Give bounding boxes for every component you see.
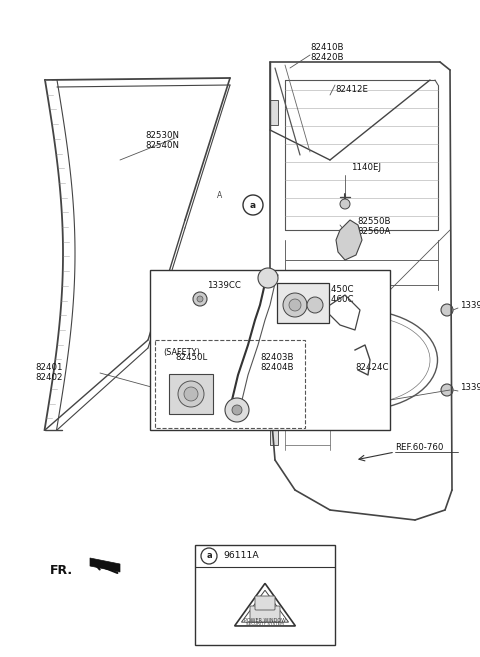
Text: 1339CC: 1339CC (460, 384, 480, 392)
Text: 82402: 82402 (35, 373, 62, 382)
Bar (270, 100, 278, 125)
Text: A: A (217, 191, 223, 200)
FancyBboxPatch shape (169, 374, 213, 414)
Text: FR.: FR. (50, 564, 73, 576)
Text: (SAFETY): (SAFETY) (163, 348, 200, 357)
Circle shape (307, 297, 323, 313)
Text: 82420B: 82420B (310, 53, 344, 62)
Polygon shape (90, 558, 120, 572)
Text: 82412E: 82412E (335, 85, 368, 95)
Text: 82530N: 82530N (145, 131, 179, 141)
Circle shape (243, 195, 263, 215)
Circle shape (193, 292, 207, 306)
Circle shape (340, 199, 350, 209)
Text: 82550B: 82550B (357, 217, 391, 227)
Text: 82403B: 82403B (260, 353, 293, 363)
Bar (195, 545, 335, 645)
FancyBboxPatch shape (277, 283, 329, 323)
Bar (150, 270, 390, 430)
Circle shape (178, 381, 204, 407)
Circle shape (232, 405, 242, 415)
Circle shape (441, 304, 453, 316)
Text: 82404B: 82404B (260, 363, 293, 373)
Text: 1140EJ: 1140EJ (351, 164, 381, 173)
Text: 82560A: 82560A (357, 227, 390, 237)
Circle shape (184, 387, 198, 401)
Text: 82450C: 82450C (320, 284, 353, 294)
Circle shape (197, 296, 203, 302)
Text: REF.60-760: REF.60-760 (395, 443, 444, 453)
Text: 82410B: 82410B (310, 43, 344, 53)
Circle shape (201, 548, 217, 564)
Text: 82450L: 82450L (175, 353, 207, 363)
Text: 82460C: 82460C (320, 294, 353, 304)
Circle shape (258, 268, 278, 288)
Circle shape (289, 299, 301, 311)
Text: 82540N: 82540N (145, 141, 179, 150)
Text: a: a (206, 551, 212, 560)
Circle shape (283, 293, 307, 317)
Text: 1339CC: 1339CC (460, 300, 480, 309)
Text: 96111A: 96111A (223, 551, 259, 560)
Text: SECURITY SYSTEM: SECURITY SYSTEM (246, 622, 284, 626)
Polygon shape (336, 220, 362, 260)
Text: 1339CC: 1339CC (207, 281, 241, 290)
Circle shape (225, 398, 249, 422)
Bar (155, 340, 305, 428)
Text: 82424C: 82424C (355, 363, 388, 373)
Text: 82401: 82401 (35, 363, 62, 373)
FancyBboxPatch shape (255, 596, 275, 610)
Text: POWER WINDOW: POWER WINDOW (244, 618, 286, 623)
FancyBboxPatch shape (250, 606, 280, 622)
Circle shape (441, 384, 453, 396)
Bar (270, 420, 278, 445)
Text: a: a (250, 200, 256, 210)
